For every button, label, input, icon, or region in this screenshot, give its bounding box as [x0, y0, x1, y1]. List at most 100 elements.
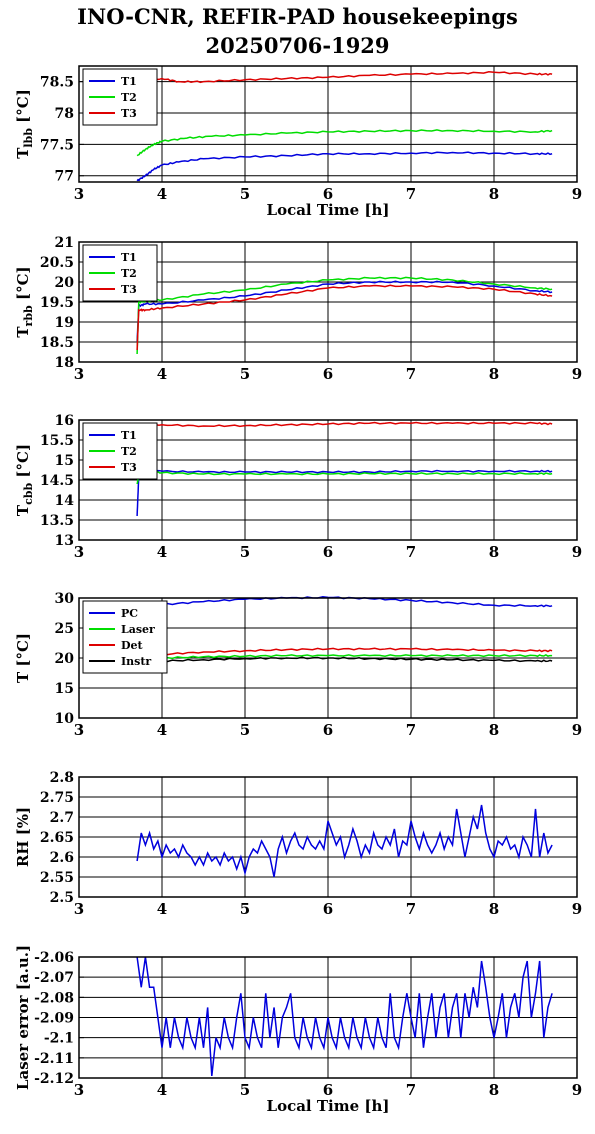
series-line-t3 [136, 284, 553, 351]
y-tick-label: 13.5 [40, 513, 74, 529]
y-axis-label: Trbb [°C] [14, 266, 35, 337]
y-axis-label-unit: [°C] [14, 444, 32, 483]
y-tick-label: 2.75 [40, 790, 74, 806]
y-tick-label: 2.7 [50, 810, 74, 826]
legend-label: Det [121, 639, 144, 652]
series-line-det [136, 647, 553, 658]
x-tick-label: 7 [406, 721, 416, 739]
y-tick-label: 14 [55, 493, 75, 509]
chart-panel-4: 3 4 5 6 7 8 9 10 15 20 25 30 T [°C] PC Laser Det Instr [14, 591, 582, 739]
x-tick-label: 8 [489, 185, 499, 203]
y-tick-label: -2.07 [34, 970, 74, 986]
chart-panel-3: 3 4 5 6 7 8 9 13 13.5 14 14.5 15 15.5 16 Tcbb [°C] T1 T2… [14, 413, 582, 561]
x-tick-label: 9 [572, 543, 582, 561]
y-tick-label: 15 [55, 453, 74, 469]
y-axis-label: T [°C] [14, 633, 32, 683]
y-tick-label: 2.6 [50, 850, 74, 866]
y-tick-label: 30 [55, 591, 75, 607]
y-tick-label: 2.5 [50, 890, 74, 906]
y-tick-label: 10 [55, 711, 75, 727]
legend-label: Laser [121, 623, 155, 636]
x-tick-label: 4 [157, 900, 167, 918]
y-tick-label: 15 [55, 681, 74, 697]
y-tick-label: 18.5 [40, 335, 74, 351]
x-tick-label: 5 [240, 365, 250, 383]
y-axis-label-main: T [14, 504, 32, 516]
x-tick-label: 6 [323, 365, 333, 383]
y-tick-label: -2.08 [34, 990, 74, 1006]
x-axis-label: Local Time [h] [267, 201, 390, 219]
x-tick-label: 6 [323, 900, 333, 918]
x-tick-label: 3 [74, 543, 84, 561]
y-tick-label: -2.12 [34, 1071, 74, 1087]
y-axis-label-main: T [°C] [14, 633, 32, 683]
y-tick-label: 20.5 [40, 255, 74, 271]
chart-panel-6: 3 4 5 6 7 8 9 -2.12 -2.11 -2.1 -2.09 -2.08 -2.07 -2.0… [14, 945, 582, 1115]
y-axis-label-subscript: lbb [22, 128, 35, 148]
legend-label: T1 [121, 251, 137, 264]
series-line-instr [136, 656, 553, 664]
legend-label: T3 [121, 283, 137, 296]
series-line-t1 [136, 280, 553, 343]
y-tick-label: -2.09 [34, 1011, 74, 1027]
series-line-t3 [136, 421, 553, 428]
series-line-laser [137, 654, 553, 661]
y-axis-label-unit: [°C] [14, 266, 32, 305]
y-tick-label: -2.06 [34, 950, 74, 966]
x-tick-label: 5 [240, 1081, 250, 1099]
x-tick-label: 5 [240, 900, 250, 918]
y-axis-label-main: Laser error [a.u.] [14, 945, 32, 1090]
x-tick-label: 6 [323, 543, 333, 561]
series-line-t1 [136, 151, 553, 182]
y-tick-label: 20 [55, 651, 75, 667]
x-tick-label: 7 [406, 543, 416, 561]
legend-label: T2 [121, 445, 137, 458]
legend-label: T2 [121, 91, 137, 104]
x-tick-label: 8 [489, 900, 499, 918]
y-tick-label: 25 [55, 621, 74, 637]
y-axis-label-unit: [°C] [14, 89, 32, 128]
series-line-t2 [136, 470, 553, 485]
y-axis-label-main: T [14, 147, 32, 159]
x-tick-label: 9 [572, 1081, 582, 1099]
y-tick-label: 19 [55, 315, 74, 331]
x-tick-label: 3 [74, 185, 84, 203]
x-tick-label: 8 [489, 721, 499, 739]
chart-panel-2: 3 4 5 6 7 8 9 18 18.5 19 19.5 20 20.5 21 Trbb [°C] T1 T2… [14, 235, 582, 383]
series-line-t3 [137, 70, 553, 84]
x-tick-label: 3 [74, 721, 84, 739]
series-line-t2 [136, 129, 553, 157]
y-tick-label: 78 [55, 106, 74, 122]
x-tick-label: 4 [157, 1081, 167, 1099]
x-tick-label: 6 [323, 185, 333, 203]
y-tick-label: 2.65 [40, 830, 74, 846]
x-tick-label: 8 [489, 543, 499, 561]
x-tick-label: 5 [240, 185, 250, 203]
y-axis-label-subscript: rbb [22, 305, 35, 326]
x-tick-label: 8 [489, 1081, 499, 1099]
legend-label: T3 [121, 461, 137, 474]
y-axis-label-main: RH [%] [14, 807, 32, 867]
y-tick-label: 78.5 [40, 75, 74, 91]
y-axis-label: Laser error [a.u.] [14, 945, 32, 1090]
legend-label: PC [121, 607, 138, 620]
x-tick-label: 7 [406, 1081, 416, 1099]
figure-title-line-2: 20250706-1929 [205, 33, 390, 58]
y-tick-label: 77 [55, 169, 74, 185]
y-tick-label: 16 [55, 413, 74, 429]
y-tick-label: 77.5 [40, 137, 74, 153]
y-tick-label: 18 [55, 355, 74, 371]
x-tick-label: 6 [323, 1081, 333, 1099]
series-line-t1 [136, 468, 553, 517]
y-tick-label: 2.8 [50, 770, 74, 786]
chart-panel-5: 3 4 5 6 7 8 9 2.5 2.55 2.6 2.65 2.7 2.75 2.8 RH [%] [14, 770, 582, 918]
legend-label: T1 [121, 75, 137, 88]
x-tick-label: 9 [572, 900, 582, 918]
y-axis-label-main: T [14, 326, 32, 338]
x-tick-label: 3 [74, 900, 84, 918]
y-tick-label: -2.11 [34, 1051, 74, 1067]
y-tick-label: 13 [55, 533, 74, 549]
x-tick-label: 4 [157, 185, 167, 203]
